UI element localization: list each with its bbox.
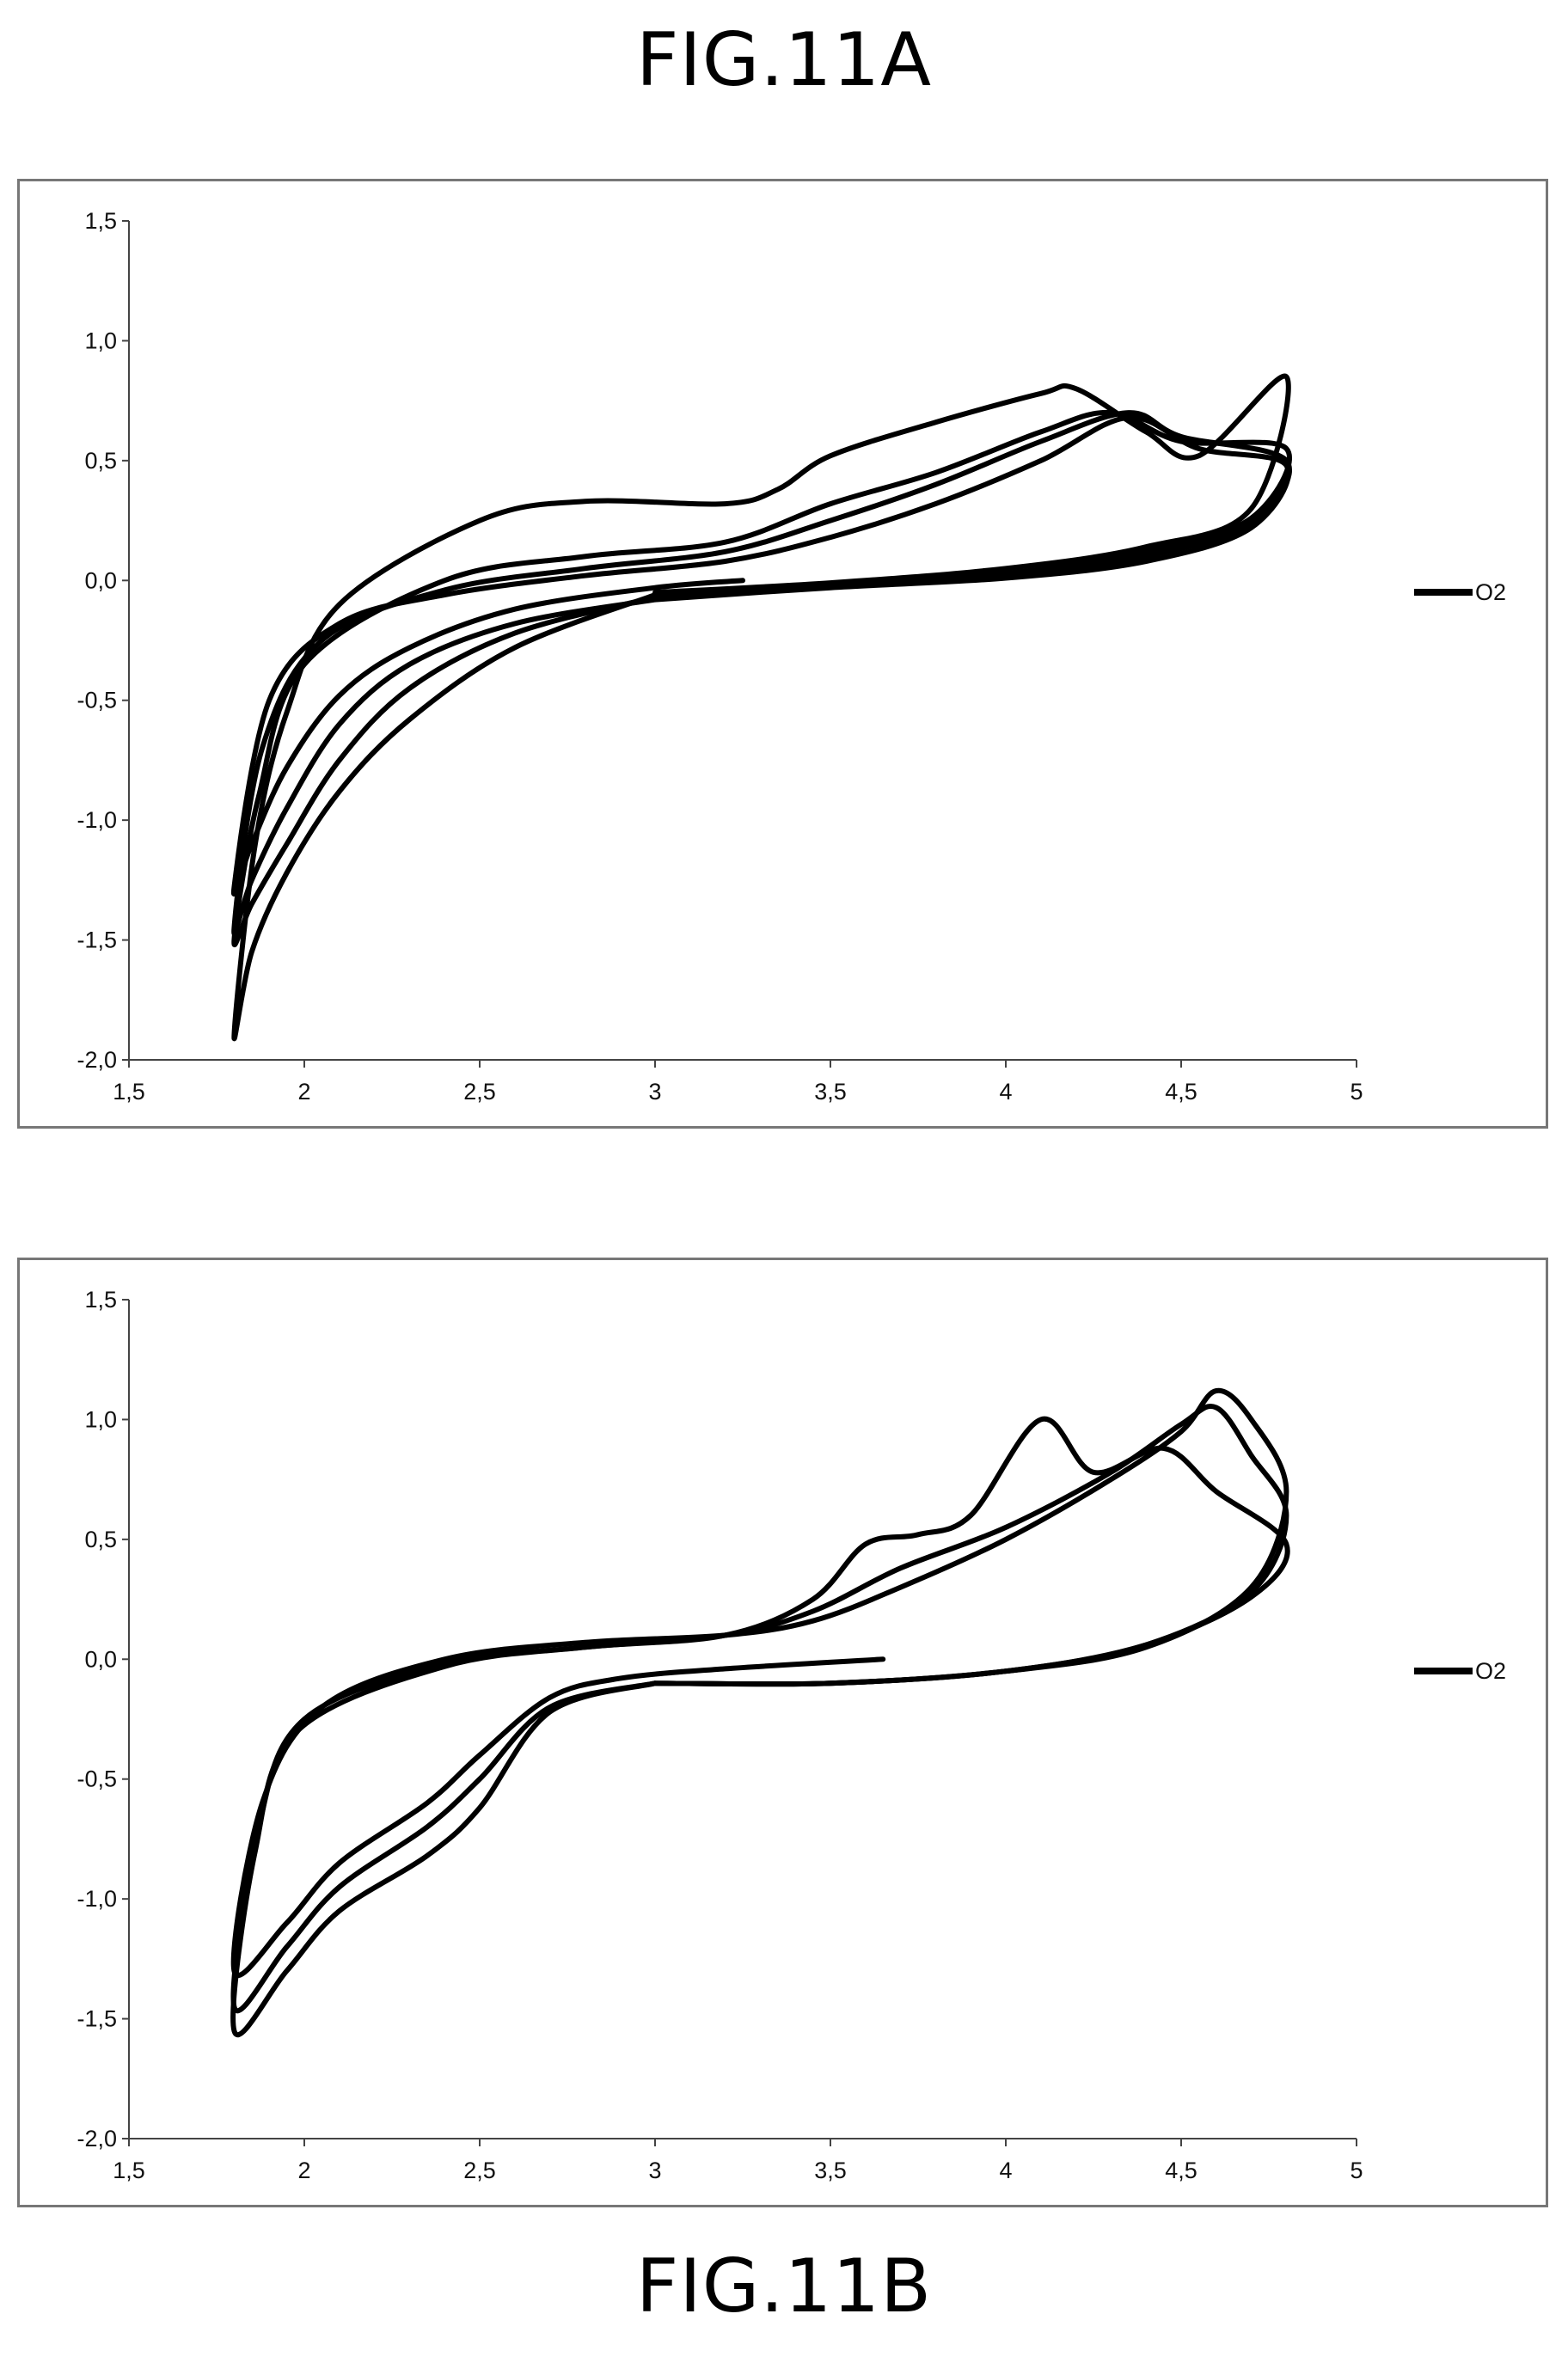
y-tick-label: -1,0 <box>77 807 117 833</box>
y-tick-label: 0,0 <box>84 1646 117 1672</box>
x-tick-label: 3,5 <box>814 1079 847 1105</box>
y-tick-label: -2,0 <box>77 1047 117 1073</box>
cyclic-voltammetry-chart-a: 1,5 1,0 0,5 0,0 -0,5 -1,0 -1,5 -2,0 1,5 2 2,5 3 3,5 4… <box>77 208 1506 1105</box>
y-tick-label: 0,0 <box>84 567 117 593</box>
series-line-0 <box>230 414 1291 897</box>
y-tick-label: -2,0 <box>77 2126 117 2152</box>
x-tick-label: 1,5 <box>113 2158 145 2183</box>
series-line-2 <box>231 409 1292 948</box>
x-tick-label: 5 <box>1350 1079 1363 1105</box>
x-tick-label: 2,5 <box>463 1079 496 1105</box>
x-tick-label: 2,5 <box>463 2158 496 2183</box>
series-line-2 <box>230 1416 1290 2038</box>
figure-title-b: FIG.11B <box>635 2243 933 2329</box>
x-tick-label: 4,5 <box>1165 1079 1197 1105</box>
y-tick-label: 1,5 <box>84 208 117 234</box>
x-tick-label: 5 <box>1350 2158 1363 2183</box>
legend-label: O2 <box>1475 579 1506 605</box>
y-tick-label: -1,5 <box>77 927 117 953</box>
series-line-1 <box>230 1404 1289 2014</box>
legend-label: O2 <box>1475 1658 1506 1684</box>
x-tick-label: 3,5 <box>814 2158 847 2183</box>
chart-panel-a: 1,5 1,0 0,5 0,0 -0,5 -1,0 -1,5 -2,0 1,5 2 2,5 3 3,5 4… <box>17 179 1548 1129</box>
x-tick-label: 1,5 <box>113 1079 145 1105</box>
y-tick-label: 1,0 <box>84 327 117 353</box>
x-tick-label: 2 <box>297 1079 310 1105</box>
y-tick-label: -0,5 <box>77 1766 117 1792</box>
y-tick-label: 0,5 <box>84 1527 117 1552</box>
x-tick-label: 3 <box>648 1079 661 1105</box>
x-tick-label: 4 <box>999 1079 1012 1105</box>
x-tick-label: 4 <box>999 2158 1012 2183</box>
y-tick-label: -0,5 <box>77 688 117 713</box>
x-tick-label: 2 <box>297 2158 310 2183</box>
y-tick-label: -1,5 <box>77 2006 117 2032</box>
y-tick-label: -1,0 <box>77 1886 117 1912</box>
chart-panel-b: 1,5 1,0 0,5 0,0 -0,5 -1,0 -1,5 -2,0 1,5 2 2,5 3 3,5 4… <box>17 1258 1548 2207</box>
series-line-1 <box>231 410 1292 936</box>
figure-title-a: FIG.11A <box>635 17 933 103</box>
x-tick-label: 4,5 <box>1165 2158 1197 2183</box>
y-tick-label: 1,0 <box>84 1406 117 1432</box>
y-tick-label: 1,5 <box>84 1287 117 1313</box>
series-line-3 <box>231 373 1291 1042</box>
y-tick-label: 0,5 <box>84 448 117 474</box>
cyclic-voltammetry-chart-b: 1,5 1,0 0,5 0,0 -0,5 -1,0 -1,5 -2,0 1,5 2 2,5 3 3,5 4… <box>77 1287 1506 2183</box>
x-tick-label: 3 <box>648 2158 661 2183</box>
